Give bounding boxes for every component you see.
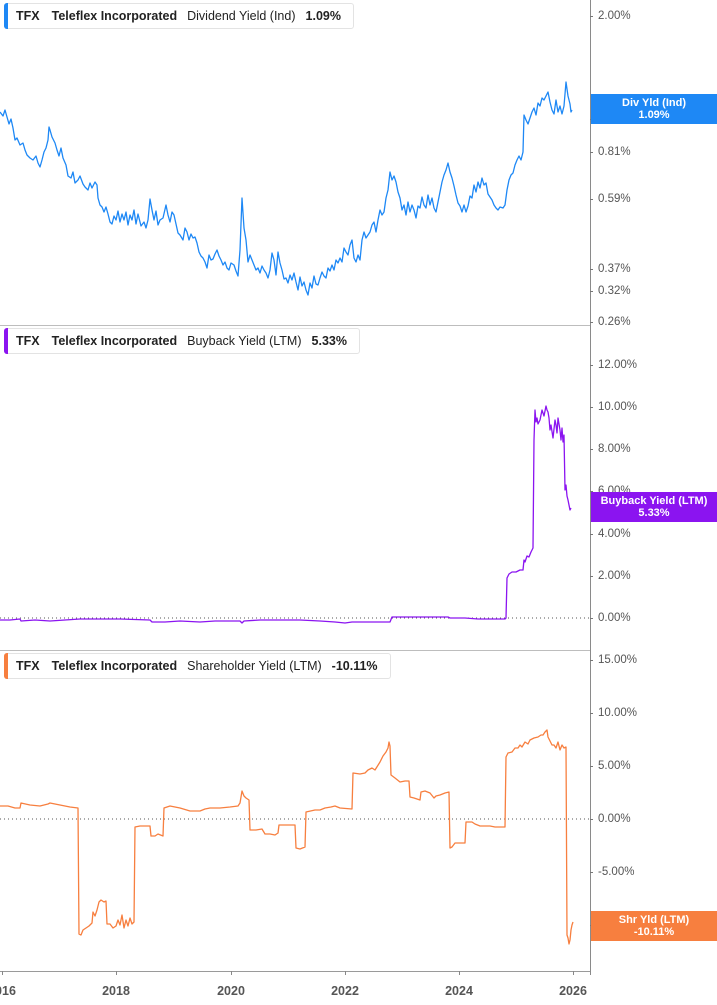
y-tick-label: 5.00% bbox=[598, 760, 631, 772]
y-tick-label: 0.59% bbox=[598, 193, 631, 205]
value-tag-buyback-yield: Buyback Yield (LTM) 5.33% bbox=[591, 492, 717, 522]
y-tick bbox=[590, 713, 593, 714]
y-tick bbox=[590, 449, 593, 450]
x-tick-label: 2016 bbox=[0, 984, 16, 998]
y-tick bbox=[590, 491, 593, 492]
y-tick bbox=[590, 872, 593, 873]
y-tick-label: 10.00% bbox=[598, 707, 638, 719]
y-tick bbox=[590, 152, 593, 153]
y-tick bbox=[590, 407, 593, 408]
tag-value: 5.33% bbox=[638, 507, 670, 519]
y-tick-label: -5.00% bbox=[598, 866, 635, 878]
legend-metric: Dividend Yield (Ind) bbox=[187, 9, 296, 23]
y-tick bbox=[590, 660, 593, 661]
legend-metric: Buyback Yield (LTM) bbox=[187, 334, 302, 348]
buyback-yield-line bbox=[0, 405, 572, 624]
y-tick bbox=[590, 269, 593, 270]
y-tick-label: 15.00% bbox=[598, 654, 638, 666]
x-tick bbox=[345, 971, 346, 975]
x-tick-label: 2018 bbox=[102, 984, 130, 998]
x-tick-label: 2026 bbox=[559, 984, 587, 998]
y-tick bbox=[590, 534, 593, 535]
legend-ticker: TFX bbox=[16, 334, 40, 348]
series-color-swatch bbox=[4, 3, 8, 29]
y-tick-label: 4.00% bbox=[598, 528, 631, 540]
tag-label: Shr Yld (LTM) bbox=[618, 914, 690, 926]
tag-label: Buyback Yield (LTM) bbox=[600, 495, 708, 507]
shareholder-yield-line bbox=[0, 729, 574, 945]
dividend-yield-line bbox=[0, 81, 573, 296]
tag-label: Div Yld (Ind) bbox=[622, 97, 686, 109]
legend-shareholder-yield: TFX Teleflex Incorporated Shareholder Yi… bbox=[4, 653, 391, 679]
series-color-swatch bbox=[4, 328, 8, 354]
y-tick-label: 0.00% bbox=[598, 813, 631, 825]
x-tick-label: 2020 bbox=[217, 984, 245, 998]
x-tick bbox=[459, 971, 460, 975]
y-tick-label: 10.00% bbox=[598, 401, 638, 413]
y-tick-label: 12.00% bbox=[598, 359, 638, 371]
y-tick-label: 2.00% bbox=[598, 10, 631, 22]
legend-value: -10.11% bbox=[331, 659, 378, 673]
series-color-swatch bbox=[4, 653, 8, 679]
x-axis-line bbox=[0, 971, 590, 972]
y-tick bbox=[590, 766, 593, 767]
legend-ticker: TFX bbox=[16, 659, 40, 673]
x-tick bbox=[116, 971, 117, 975]
panel-divider-1 bbox=[0, 325, 590, 326]
legend-metric: Shareholder Yield (LTM) bbox=[187, 659, 322, 673]
legend-value: 1.09% bbox=[305, 9, 341, 23]
x-tick bbox=[231, 971, 232, 975]
tag-value: -10.11% bbox=[633, 926, 675, 938]
y-tick-label: 0.81% bbox=[598, 146, 631, 158]
y-tick bbox=[590, 819, 593, 820]
panel-divider-2 bbox=[0, 650, 590, 651]
legend-company: Teleflex Incorporated bbox=[51, 659, 178, 673]
y-tick-label: 0.26% bbox=[598, 316, 631, 328]
legend-dividend-yield: TFX Teleflex Incorporated Dividend Yield… bbox=[4, 3, 354, 29]
tag-value: 1.09% bbox=[638, 109, 670, 121]
x-tick-label: 2024 bbox=[445, 984, 473, 998]
y-tick bbox=[590, 618, 593, 619]
y-tick bbox=[590, 322, 593, 323]
y-tick-label: 2.00% bbox=[598, 570, 631, 582]
x-tick bbox=[573, 971, 574, 975]
legend-company: Teleflex Incorporated bbox=[51, 334, 178, 348]
legend-value: 5.33% bbox=[311, 334, 347, 348]
legend-ticker: TFX bbox=[16, 9, 40, 23]
y-tick bbox=[590, 291, 593, 292]
value-tag-dividend-yield: Div Yld (Ind) 1.09% bbox=[591, 94, 717, 124]
y-tick bbox=[590, 16, 593, 17]
y-axis-line bbox=[590, 0, 591, 975]
y-tick-label: 8.00% bbox=[598, 443, 631, 455]
y-tick-label: 0.32% bbox=[598, 285, 631, 297]
y-tick bbox=[590, 576, 593, 577]
y-tick-label: 0.00% bbox=[598, 612, 631, 624]
legend-buyback-yield: TFX Teleflex Incorporated Buyback Yield … bbox=[4, 328, 360, 354]
y-tick-label: 0.37% bbox=[598, 263, 631, 275]
x-tick-label: 2022 bbox=[331, 984, 359, 998]
x-tick bbox=[2, 971, 3, 975]
y-tick bbox=[590, 199, 593, 200]
y-tick bbox=[590, 365, 593, 366]
value-tag-shareholder-yield: Shr Yld (LTM) -10.11% bbox=[591, 911, 717, 941]
legend-company: Teleflex Incorporated bbox=[51, 9, 178, 23]
